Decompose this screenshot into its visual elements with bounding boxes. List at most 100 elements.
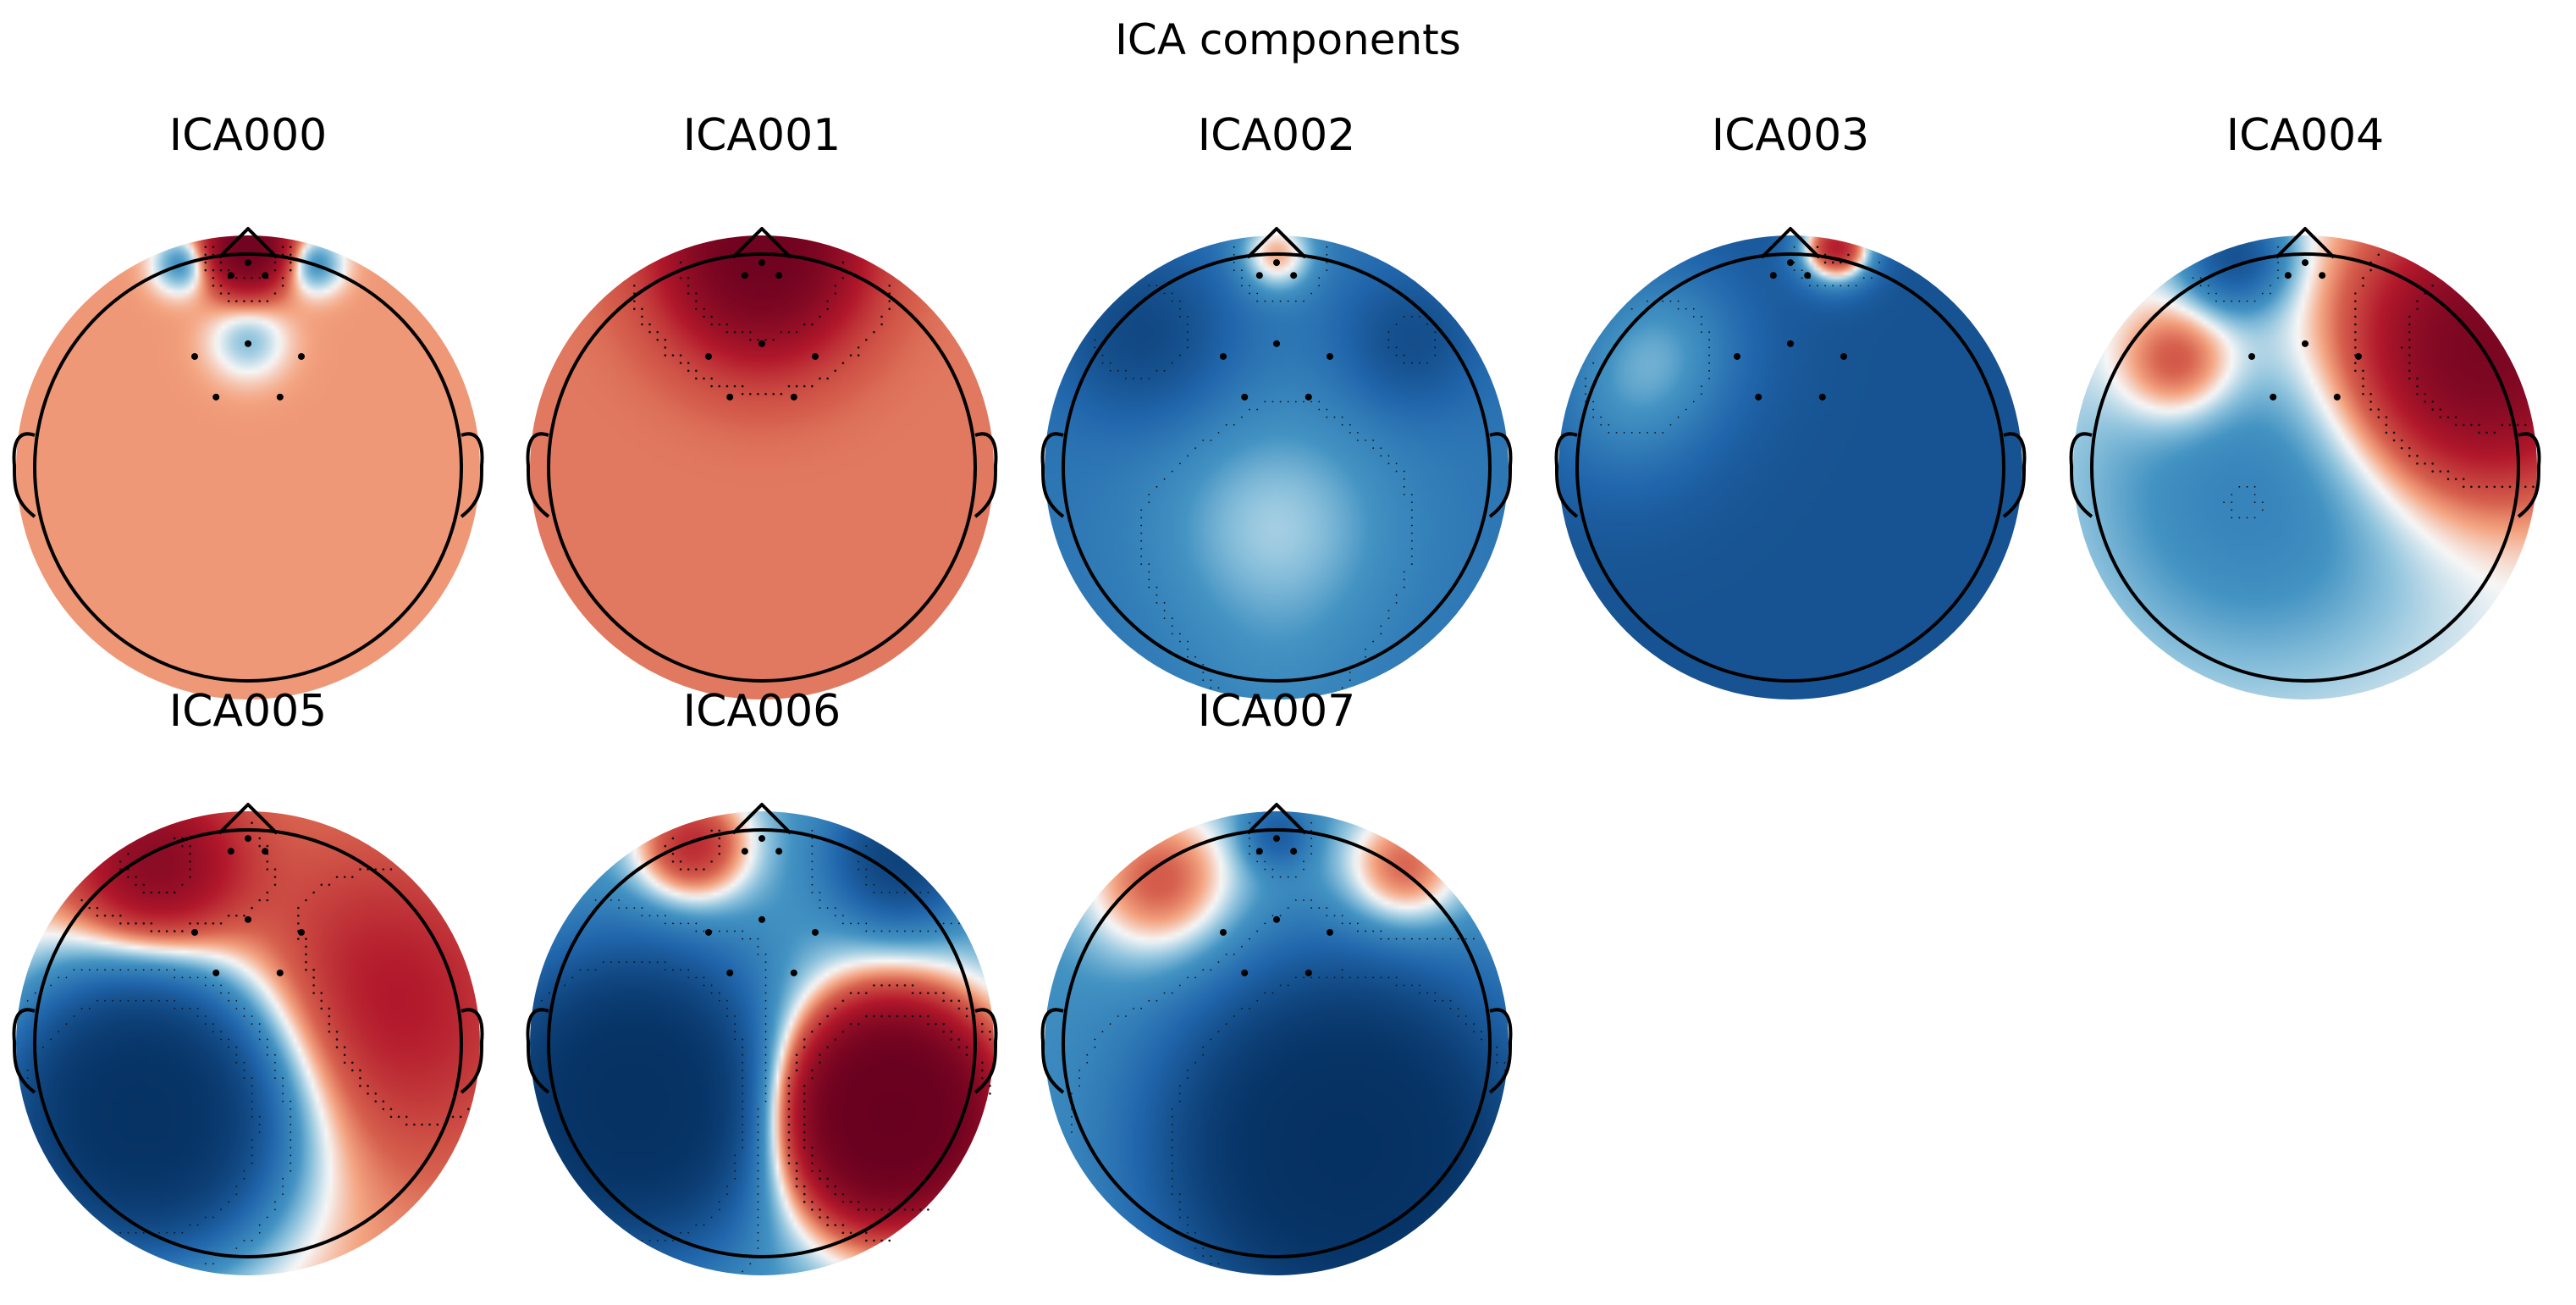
contour-point xyxy=(757,1201,759,1203)
contour-point xyxy=(58,1031,60,1033)
contour-point xyxy=(2493,431,2496,434)
contour-point xyxy=(764,1092,767,1095)
contour-point xyxy=(841,1192,845,1196)
contour-point xyxy=(965,1007,968,1010)
contour-point xyxy=(633,307,636,311)
contour-point xyxy=(2207,292,2209,295)
contour-point xyxy=(1178,1201,1181,1203)
contour-point xyxy=(780,330,783,334)
contour-point xyxy=(282,1177,284,1180)
contour-point xyxy=(204,253,207,257)
contour-point xyxy=(1592,416,1594,418)
contour-point xyxy=(803,1046,806,1048)
contour-point xyxy=(811,1076,814,1080)
contour-point xyxy=(880,323,883,326)
contour-point xyxy=(1449,1008,1452,1009)
contour-point xyxy=(80,899,83,902)
sensor-dot xyxy=(1327,928,1333,936)
contour-point xyxy=(695,369,698,373)
contour-point xyxy=(2270,285,2271,287)
contour-point xyxy=(1171,292,1173,295)
contour-point xyxy=(359,1076,361,1080)
contour-point xyxy=(273,883,277,887)
contour-point xyxy=(842,915,844,917)
contour-point xyxy=(1148,571,1150,573)
contour-point xyxy=(942,1031,945,1033)
contour-point xyxy=(305,899,307,902)
contour-point xyxy=(1156,594,1158,596)
contour-point xyxy=(2231,494,2233,495)
sensor-dot xyxy=(1255,272,1263,279)
contour-point xyxy=(251,1085,253,1087)
contour-point xyxy=(1403,984,1405,987)
contour-point xyxy=(633,961,636,963)
contour-point xyxy=(903,1015,907,1018)
contour-point xyxy=(911,992,914,994)
contour-point xyxy=(1187,655,1189,658)
contour-point xyxy=(757,1193,759,1195)
contour-point xyxy=(1465,1015,1467,1017)
contour-point xyxy=(335,1038,339,1041)
contour-point xyxy=(780,392,783,395)
contour-point xyxy=(726,930,728,932)
contour-point xyxy=(235,1008,238,1009)
contour-point xyxy=(803,1123,806,1126)
contour-point xyxy=(1202,672,1205,673)
contour-point xyxy=(787,1115,791,1119)
sensor-dot xyxy=(1241,393,1249,401)
contour-point xyxy=(1395,594,1398,596)
contour-point xyxy=(1187,1070,1189,1071)
contour-point xyxy=(266,1216,268,1219)
contour-point xyxy=(957,1046,961,1048)
contour-point xyxy=(320,1007,323,1010)
contour-point xyxy=(1202,664,1205,666)
contour-point xyxy=(1310,821,1312,824)
contour-point xyxy=(757,1224,759,1226)
contour-point xyxy=(764,339,767,341)
contour-point xyxy=(742,1270,744,1273)
sensor-dot xyxy=(1818,393,1826,401)
nose-outline xyxy=(1246,227,1307,259)
left-ear-outline xyxy=(1040,1008,1065,1094)
contour-point xyxy=(1442,937,1444,940)
contour-point xyxy=(290,1115,292,1118)
contour-point xyxy=(196,1224,199,1226)
contour-point xyxy=(258,1231,261,1234)
contour-point xyxy=(290,1131,292,1133)
contour-point xyxy=(2207,285,2209,287)
contour-point xyxy=(1225,1023,1227,1026)
contour-point xyxy=(251,1139,253,1142)
contour-point xyxy=(1163,292,1166,295)
head-outline xyxy=(33,828,463,1258)
right-ear-outline xyxy=(460,432,484,518)
sensor-dot xyxy=(790,969,797,976)
contour-point xyxy=(258,1124,261,1125)
contour-point xyxy=(764,984,767,987)
contour-point xyxy=(1630,307,1633,310)
contour-point xyxy=(1647,300,1648,302)
contour-point xyxy=(2408,323,2411,326)
contour-point xyxy=(1202,969,1205,971)
contour-point xyxy=(1163,601,1166,604)
contour-point xyxy=(757,1186,759,1187)
contour-point xyxy=(26,1077,29,1079)
contour-point xyxy=(1133,1008,1134,1009)
contour-point xyxy=(127,969,130,971)
contour-point xyxy=(1303,868,1305,871)
contour-point xyxy=(1372,640,1375,643)
contour-point xyxy=(687,976,690,979)
sensor-dot xyxy=(726,969,734,976)
contour-point xyxy=(1271,876,1274,878)
contour-point xyxy=(274,1208,276,1211)
contour-point xyxy=(1457,1008,1459,1009)
contour-point xyxy=(189,868,191,871)
contour-point xyxy=(2238,517,2241,519)
contour-point xyxy=(911,1208,914,1211)
contour-point xyxy=(2408,369,2411,373)
contour-point xyxy=(1187,331,1189,334)
contour-point xyxy=(764,969,767,971)
contour-point xyxy=(757,1216,759,1219)
contour-point xyxy=(795,384,798,388)
contour-point xyxy=(648,915,651,917)
contour-point xyxy=(96,915,99,917)
